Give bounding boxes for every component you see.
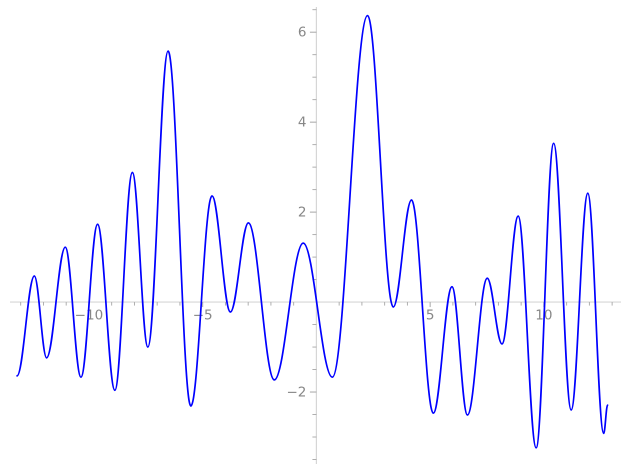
y-axis: −2 2 4 6 [287,7,318,464]
curve-layer [16,14,609,449]
x-tick-label: 5 [426,308,435,324]
x-tick-label: −5 [193,308,213,324]
y-tick-label: 6 [298,25,307,41]
y-tick-label: 2 [298,205,307,221]
y-tick-label: −2 [287,385,307,401]
x-axis: −10 −5 5 10 [10,301,621,324]
function-curve [16,14,609,449]
y-tick-label: 4 [298,115,307,131]
